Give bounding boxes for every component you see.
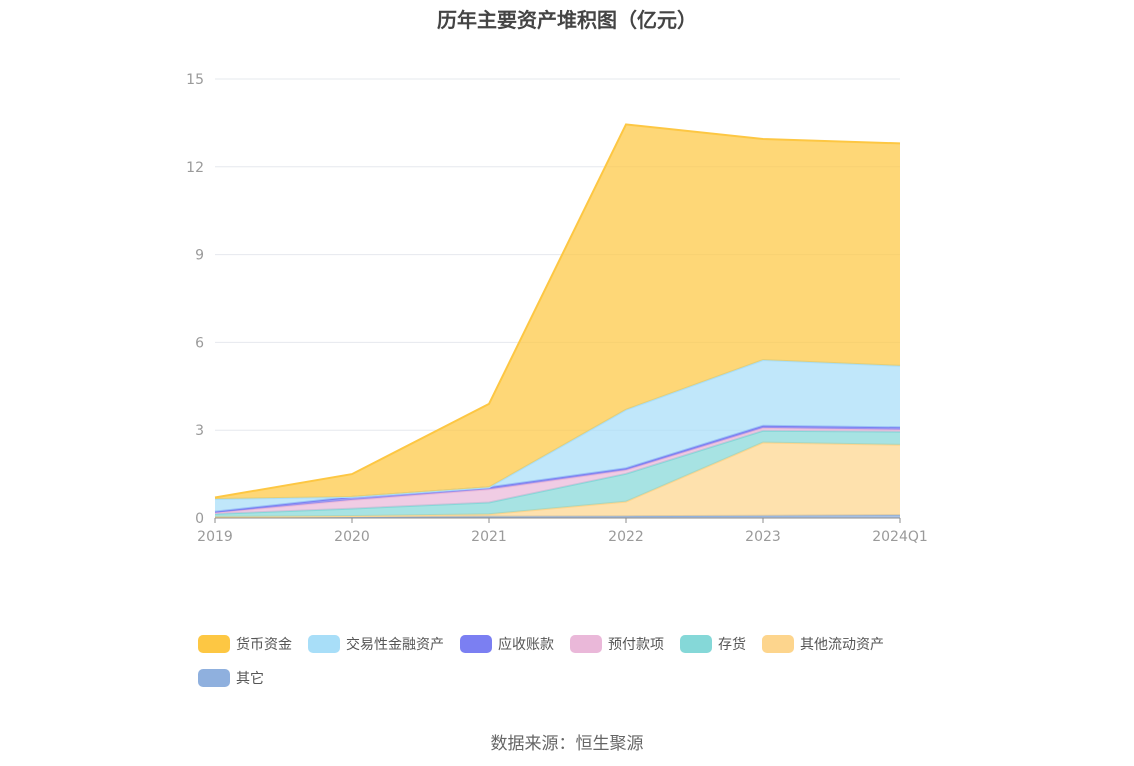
x-tick-label: 2021 — [471, 529, 507, 545]
legend-swatch — [460, 635, 492, 653]
legend-swatch — [762, 635, 794, 653]
area-series-1 — [215, 442, 900, 518]
legend-swatch — [680, 635, 712, 653]
chart-title: 历年主要资产堆积图（亿元） — [437, 8, 697, 32]
x-tick-label: 2023 — [745, 529, 781, 545]
legend-label: 应收账款 — [498, 637, 554, 653]
legend-item[interactable]: 预付款项 — [570, 632, 664, 656]
legend: 货币资金 交易性金融资产 应收账款 预付款项 存货 其他流动资产其它 — [198, 632, 958, 690]
x-tick-label: 2022 — [608, 529, 644, 545]
x-tick-label: 2019 — [197, 529, 233, 545]
legend-label: 货币资金 — [236, 637, 292, 653]
data-source: 数据来源：恒生聚源 — [490, 734, 644, 754]
legend-label: 其它 — [236, 671, 264, 687]
legend-label: 其他流动资产 — [800, 637, 884, 653]
series-line-6 — [214, 123, 901, 499]
y-tick-label: 12 — [186, 160, 204, 176]
y-tick-label: 6 — [195, 335, 204, 351]
legend-item[interactable]: 其它 — [198, 666, 264, 690]
y-tick-label: 3 — [195, 423, 204, 439]
legend-item[interactable]: 交易性金融资产 — [308, 632, 444, 656]
area-series-2 — [215, 430, 900, 517]
legend-swatch — [198, 669, 230, 687]
x-tick-label: 2020 — [334, 529, 370, 545]
area-series-6 — [215, 124, 900, 500]
axes: 0 3 6 9 12 15 2019 2020 2021 2022 2023 2024Q1 — [186, 72, 928, 545]
y-tick-label: 0 — [195, 511, 204, 527]
y-tick-label: 9 — [195, 248, 204, 264]
x-tick-label: 2024Q1 — [872, 529, 928, 545]
legend-label: 存货 — [718, 637, 746, 653]
legend-label: 交易性金融资产 — [346, 637, 444, 653]
legend-label: 预付款项 — [608, 637, 664, 653]
legend-swatch — [198, 635, 230, 653]
area-series-5 — [215, 360, 900, 512]
y-tick-label: 15 — [186, 72, 204, 88]
legend-item[interactable]: 应收账款 — [460, 632, 554, 656]
area-series — [214, 123, 901, 519]
legend-item[interactable]: 其他流动资产 — [762, 632, 884, 656]
legend-item[interactable]: 货币资金 — [198, 632, 292, 656]
legend-swatch — [570, 635, 602, 653]
legend-item[interactable]: 存货 — [680, 632, 746, 656]
stacked-area-chart: 0 3 6 9 12 15 2019 2020 2021 2022 2023 2024Q1 — [186, 72, 928, 545]
legend-swatch — [308, 635, 340, 653]
